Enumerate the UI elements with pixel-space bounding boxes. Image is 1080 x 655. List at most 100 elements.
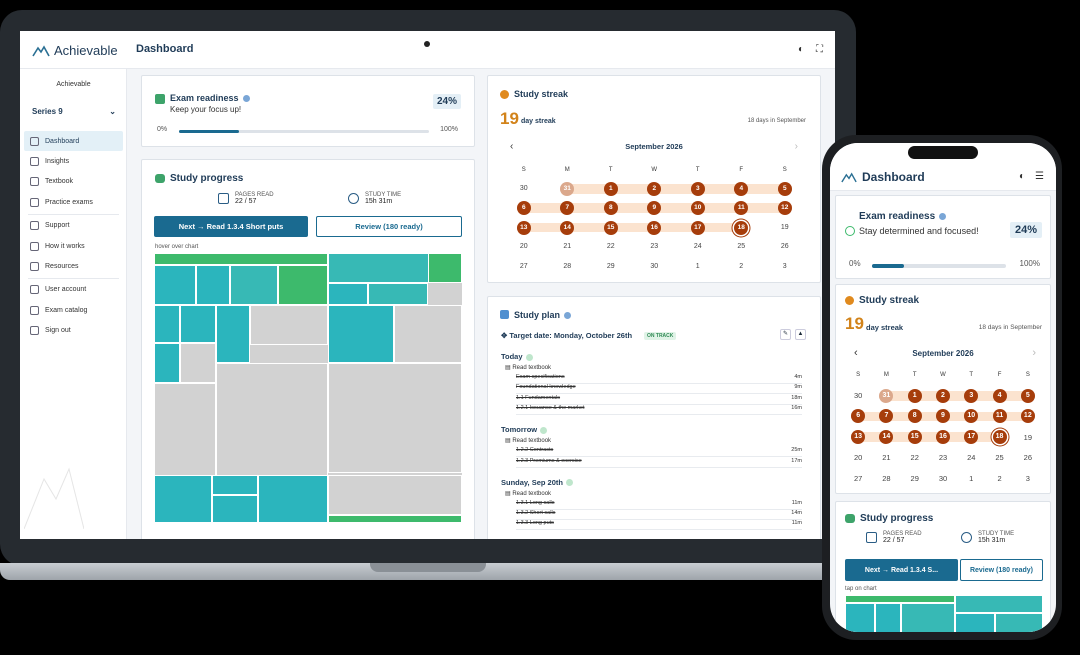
plan-item[interactable]: 1.2.1 Issuance & the market 16m (516, 405, 802, 415)
plan-item[interactable]: 1.3.2 Short calls 14m (516, 510, 802, 521)
treemap-cell[interactable] (154, 475, 212, 523)
calendar-day[interactable]: 22 (901, 453, 929, 462)
treemap-cell[interactable] (154, 305, 180, 343)
calendar-day[interactable]: 12 (1014, 409, 1042, 424)
calendar-day[interactable]: 28 (872, 474, 900, 483)
plan-item[interactable]: Foundational knowledge 9m (516, 384, 802, 395)
calendar-day[interactable]: 18 (720, 220, 764, 235)
calendar-day[interactable]: 21 (546, 243, 590, 250)
calendar-day[interactable]: 6 (844, 409, 872, 424)
calendar-day[interactable]: 10 (957, 409, 985, 424)
plan-item[interactable]: 1.1 Fundamentals 18m (516, 395, 802, 405)
prev-month-icon[interactable]: ‹ (510, 141, 514, 152)
calendar-day[interactable]: 3 (676, 181, 720, 196)
calendar-day[interactable]: 19 (1014, 433, 1042, 442)
sidebar-item-exam-catalog[interactable]: Exam catalog (24, 300, 123, 320)
treemap-cell[interactable] (845, 595, 955, 603)
treemap-cell[interactable] (180, 305, 216, 343)
sidebar-item-textbook[interactable]: Textbook (24, 172, 123, 192)
treemap-cell[interactable] (328, 363, 462, 473)
prev-month-icon[interactable]: ‹ (854, 347, 858, 359)
calendar-day[interactable]: 14 (546, 220, 590, 235)
calendar-day[interactable]: 30 (633, 263, 677, 270)
calendar-day[interactable]: 4 (720, 181, 764, 196)
calendar-day[interactable]: 15 (589, 220, 633, 235)
calendar-day[interactable]: 21 (872, 453, 900, 462)
calendar-day[interactable]: 11 (985, 409, 1013, 424)
calendar-day[interactable]: 13 (502, 220, 546, 235)
treemap-cell[interactable] (230, 265, 278, 305)
next-button[interactable]: Next → Read 1.3.4 Short puts (154, 216, 308, 237)
calendar-day[interactable]: 11 (720, 201, 764, 216)
info-icon[interactable] (242, 95, 250, 103)
sidebar-item-user-account[interactable]: User account (24, 280, 123, 300)
calendar-day[interactable]: 26 (1014, 453, 1042, 462)
series-selector[interactable]: Series 9 ⌄ (32, 107, 116, 116)
calendar-day[interactable]: 20 (844, 453, 872, 462)
treemap-cell[interactable] (955, 595, 1043, 613)
treemap-cell[interactable] (216, 305, 250, 363)
calendar-day[interactable]: 14 (872, 430, 900, 445)
calendar-day[interactable]: 7 (872, 409, 900, 424)
calendar-day[interactable]: 30 (502, 185, 546, 192)
calendar-day[interactable]: 17 (676, 220, 720, 235)
calendar-day[interactable]: 2 (633, 181, 677, 196)
treemap-cell[interactable] (328, 283, 368, 305)
calendar-day[interactable]: 1 (589, 181, 633, 196)
calendar-day[interactable]: 1 (957, 474, 985, 483)
treemap-cell[interactable] (216, 363, 328, 483)
calendar-day[interactable]: 1 (901, 388, 929, 403)
treemap-cell[interactable] (258, 475, 328, 523)
calendar-day[interactable]: 3 (763, 263, 807, 270)
treemap-cell[interactable] (154, 253, 328, 265)
plan-item[interactable]: Exam specifications 4m (516, 374, 802, 384)
sidebar-item-resources[interactable]: Resources (24, 256, 123, 276)
logo[interactable]: Achievable (32, 43, 118, 58)
sidebar-item-dashboard[interactable]: Dashboard (24, 131, 123, 152)
treemap-cell[interactable] (845, 603, 875, 632)
phone-next-button[interactable]: Next → Read 1.3.4 S... (845, 559, 958, 581)
calendar-day[interactable]: 3 (957, 388, 985, 403)
calendar-day[interactable]: 26 (763, 243, 807, 250)
treemap-cell[interactable] (368, 283, 428, 305)
calendar-day[interactable]: 7 (546, 201, 590, 216)
treemap-cell[interactable] (196, 265, 230, 305)
treemap-cell[interactable] (180, 343, 216, 383)
sidebar-item-support[interactable]: Support (24, 216, 123, 236)
treemap-cell[interactable] (995, 613, 1043, 632)
calendar-day[interactable]: 31 (546, 181, 590, 196)
treemap-cell[interactable] (250, 305, 328, 345)
logo-icon[interactable] (841, 172, 857, 183)
download-icon[interactable]: ▲ (795, 329, 806, 340)
treemap-cell[interactable] (154, 383, 216, 483)
treemap-cell[interactable] (328, 305, 394, 363)
treemap-cell[interactable] (212, 495, 258, 523)
calendar-day[interactable]: 3 (1014, 474, 1042, 483)
calendar-day[interactable]: 2 (929, 388, 957, 403)
calendar-day[interactable]: 23 (633, 243, 677, 250)
sidebar-item-sign-out[interactable]: Sign out (24, 321, 123, 341)
calendar-day[interactable]: 19 (763, 224, 807, 231)
calendar-day[interactable]: 30 (844, 391, 872, 400)
plan-item[interactable]: 1.3.1 Long calls 11m (516, 500, 802, 510)
calendar-day[interactable]: 23 (929, 453, 957, 462)
sidebar-item-how-it-works[interactable]: How it works (24, 236, 123, 256)
calendar-day[interactable]: 25 (985, 453, 1013, 462)
calendar-day[interactable]: 29 (589, 263, 633, 270)
theme-icon[interactable]: ◐ (1018, 171, 1026, 182)
plan-item[interactable]: 1.2.2 Contracts 25m (516, 447, 802, 458)
calendar-day[interactable]: 5 (763, 181, 807, 196)
review-button[interactable]: Review (180 ready) (316, 216, 462, 237)
calendar-day[interactable]: 24 (676, 243, 720, 250)
phone-review-button[interactable]: Review (180 ready) (960, 559, 1043, 581)
calendar-day[interactable]: 12 (763, 201, 807, 216)
treemap-cell[interactable] (328, 515, 462, 523)
phone-progress-treemap[interactable] (845, 595, 1043, 632)
treemap-cell[interactable] (875, 603, 901, 632)
calendar-day[interactable]: 30 (929, 474, 957, 483)
calendar-day[interactable]: 9 (929, 409, 957, 424)
calendar-day[interactable]: 18 (985, 430, 1013, 445)
treemap-cell[interactable] (428, 253, 462, 283)
treemap-cell[interactable] (955, 613, 995, 632)
calendar-day[interactable]: 6 (502, 201, 546, 216)
